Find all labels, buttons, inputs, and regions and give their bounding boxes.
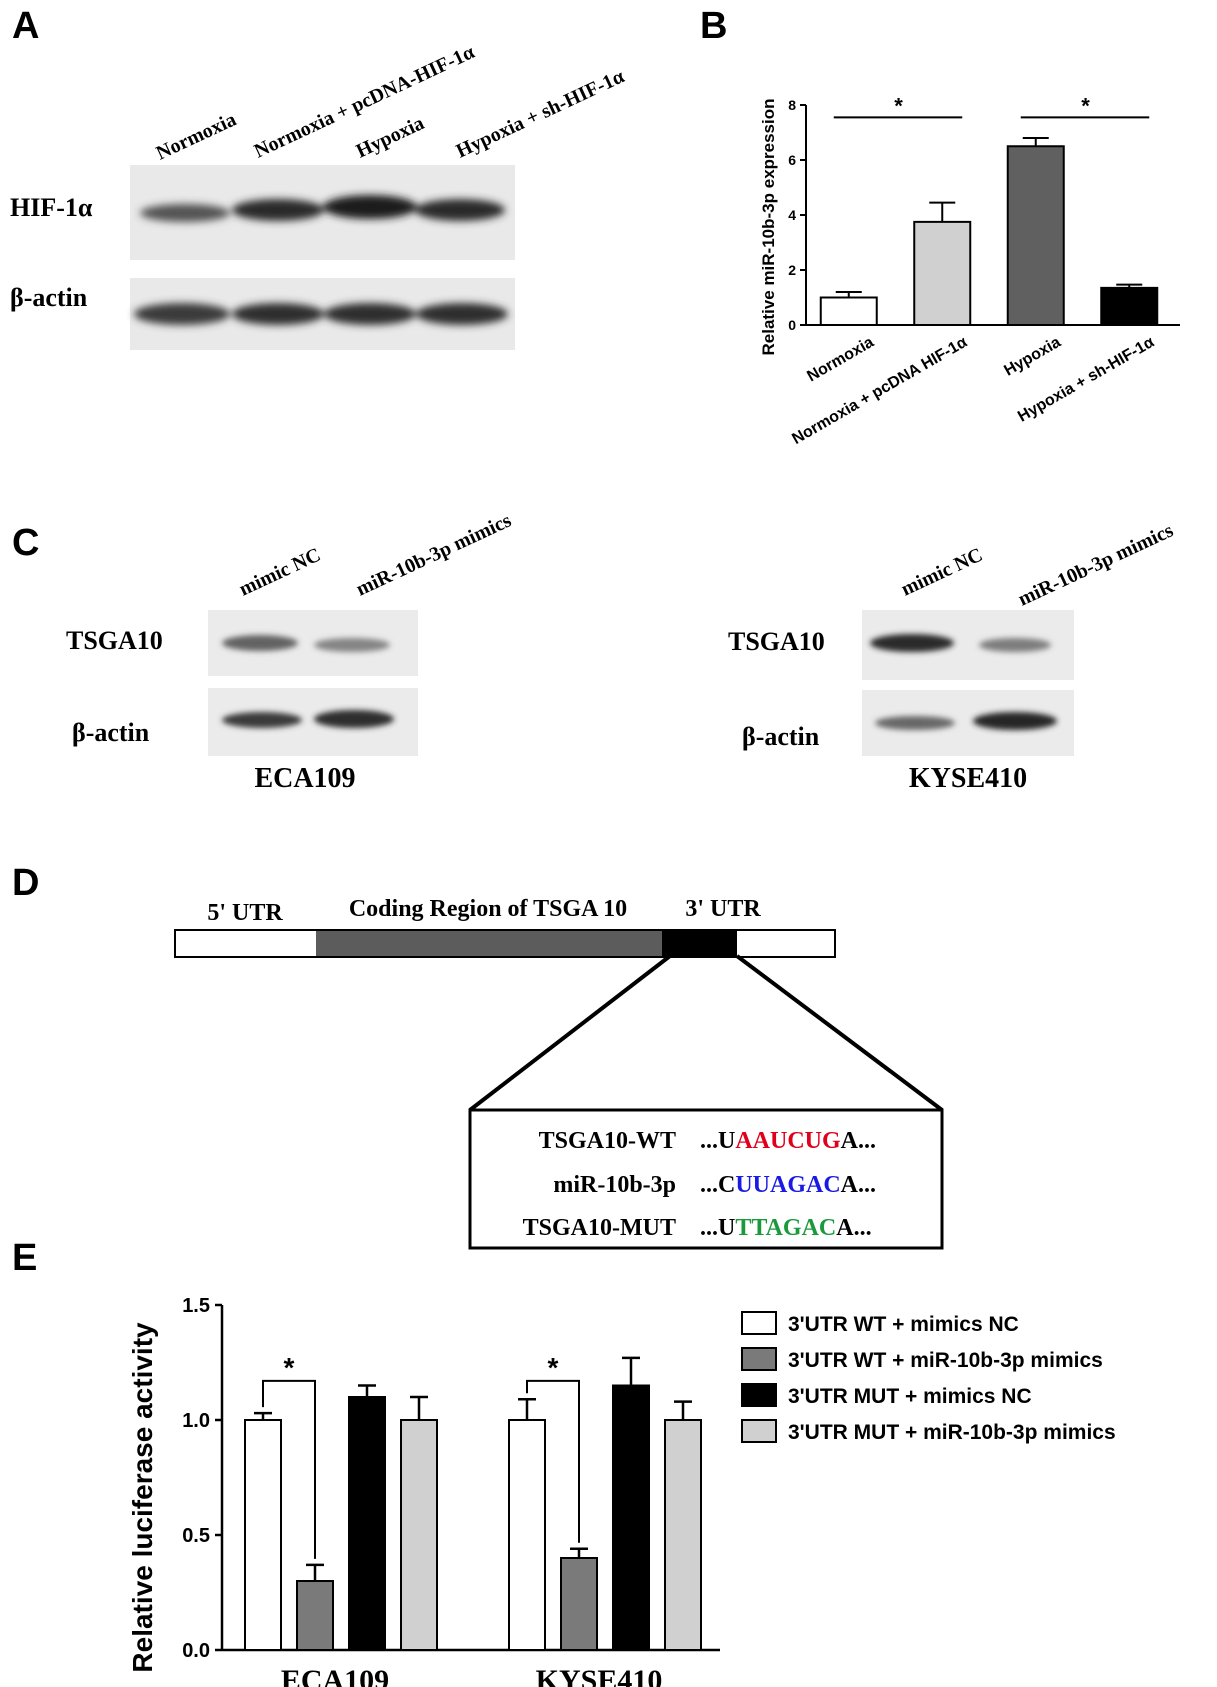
c2-row-actin: β-actin [742,722,820,751]
b-bar [1006,145,1065,326]
panel-c-blot-eca109: mimic NC miR-10b-3p mimics TSGA10 β-acti… [66,509,515,794]
seq-name-mut: TSGA10-MUT [523,1215,676,1241]
c1-actin-bands [222,710,394,728]
panel-c-blot-kyse410: mimic NC miR-10b-3p mimics TSGA10 β-acti… [728,519,1177,794]
seq-name-wt: TSGA10-WT [539,1128,676,1154]
c2-tsga10-bands [870,634,1051,652]
c2-lane-mimic-nc: mimic NC [898,544,986,601]
e-legend: 3'UTR WT + mimics NC 3'UTR WT + miR-10b-3… [741,1311,1116,1444]
seq-wt: ...UAAUCUGA... [700,1128,876,1154]
e-y-tick-label: 0.5 [182,1525,210,1547]
b-y-tick-label: 8 [788,97,796,113]
e-legend-label: 3'UTR WT + mimics NC [788,1313,1019,1336]
c1-row-tsga10: TSGA10 [66,626,163,655]
b-x-tick-label: Normoxia [804,334,876,386]
c1-lane-mimic-nc: mimic NC [236,544,324,601]
e-legend-label: 3'UTR WT + miR-10b-3p mimics [788,1349,1103,1372]
e-bar [560,1557,598,1651]
hif-bands [140,195,505,222]
e-y-tick-label: 1.0 [182,1410,210,1432]
b-y-axis-label: Relative miR-10b-3p expression [759,99,778,356]
d-label-3utr: 3' UTR [685,896,761,922]
panel-d-schematic: 5' UTR Coding Region of TSGA 10 3' UTR T… [174,896,944,1250]
e-x-tick-labels: ECA109 KYSE410 [281,1664,663,1687]
row-label-hif: HIF-1α [10,193,93,222]
seq-name-mir: miR-10b-3p [553,1172,676,1198]
panel-letter-b: B [700,5,727,47]
c1-lane-mimics: miR-10b-3p mimics [353,509,515,600]
c1-cell-line: ECA109 [254,763,355,794]
d-3utr-site [662,931,737,956]
b-significance: * * [833,93,1150,119]
e-legend-label: 3'UTR MUT + mimics NC [788,1385,1032,1408]
panel-letter-a: A [12,5,39,47]
panel-a-blot: Normoxia Normoxia + pcDNA-HIF-1α Hypoxia… [10,41,628,350]
b-sig-star: * [1081,93,1090,118]
c2-lane-mimics: miR-10b-3p mimics [1015,519,1177,610]
e-legend-label: 3'UTR MUT + miR-10b-3p mimics [788,1421,1116,1444]
e-bar [612,1384,650,1651]
panel-e-chart: Relative luciferase activity 0.0 0.5 1.0 1.… [127,1295,1116,1687]
c1-row-actin: β-actin [72,718,150,747]
b-bar [819,296,878,326]
e-bar [296,1580,334,1651]
e-sig-star: * [284,1352,295,1383]
c2-row-tsga10: TSGA10 [728,627,825,656]
lane-label-hypoxia-sh: Hypoxia + sh-HIF-1α [453,65,628,162]
panel-letter-d: D [12,862,39,904]
e-legend-swatch [741,1383,777,1407]
c2-actin-bands [875,712,1057,730]
b-x-tick-label: Hypoxia [1001,334,1063,380]
d-zoom-line-right [735,954,944,1112]
e-bar [348,1396,386,1651]
b-sig-star: * [894,93,903,118]
c1-tsga10-bands [222,635,390,652]
b-y-tick-label: 4 [788,207,796,223]
e-legend-swatch [741,1347,777,1371]
e-y-axis-label: Relative luciferase activity [127,1322,158,1673]
d-label-5utr: 5' UTR [207,900,283,926]
e-y-tick-label: 1.5 [182,1295,210,1317]
b-y-tick-label: 0 [788,317,796,333]
panel-b-chart: Relative miR-10b-3p expression 0 2 4 6 8 Nor… [759,93,1180,448]
e-x-tick-label: KYSE410 [536,1664,663,1687]
e-bar [664,1419,702,1651]
e-significance: * * [262,1352,580,1559]
b-x-tick-label: Normoxia + pcDNA HIF-1α [789,334,970,448]
d-sequences: TSGA10-WT ...UAAUCUGA... miR-10b-3p ...C… [523,1128,876,1241]
e-bar [508,1419,546,1651]
b-bars [819,137,1159,326]
lane-label-hypoxia: Hypoxia [353,112,428,162]
d-label-coding: Coding Region of TSGA 10 [349,896,627,922]
seq-mir: ...CUUAGACA... [700,1172,876,1198]
panel-letter-e: E [12,1237,37,1279]
row-label-actin-a: β-actin [10,283,88,312]
lane-label-normoxia: Normoxia [153,108,240,164]
e-x-tick-label: ECA109 [281,1664,389,1687]
e-sig-bracket [262,1379,316,1559]
d-zoom-line-left [468,954,672,1112]
b-y-tick-label: 2 [788,262,796,278]
d-sequence-box [468,1108,944,1250]
panel-letter-c: C [12,522,39,564]
b-bar [1100,286,1159,326]
seq-mut: ...UTTAGACA... [700,1215,872,1241]
b-bar [913,220,972,326]
e-legend-swatch [741,1419,777,1443]
c2-cell-line: KYSE410 [909,763,1027,794]
actin-bands-a [134,303,508,325]
e-sig-star: * [548,1352,559,1383]
e-bars [244,1356,702,1651]
e-legend-swatch [741,1311,777,1335]
e-y-tick-label: 0.0 [182,1640,210,1662]
d-coding-region [316,931,662,956]
e-sig-bracket [526,1379,580,1543]
e-bar [244,1419,282,1651]
e-bar [400,1419,438,1651]
b-y-tick-label: 6 [788,152,796,168]
